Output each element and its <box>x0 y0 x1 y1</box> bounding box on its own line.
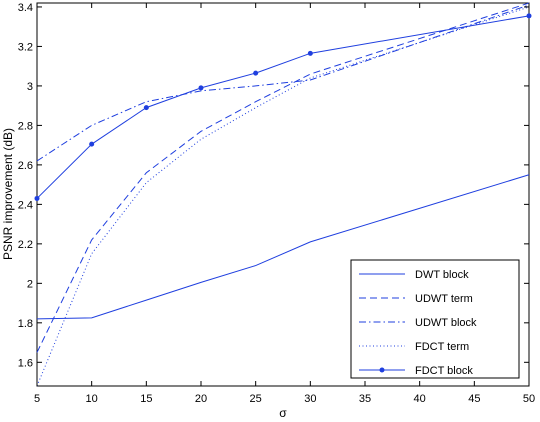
plot-area: 5 10 15 20 25 30 35 40 45 50 1.6 1.8 2 2.2 2.4 2.6 2.8 3 3… <box>18 2 535 405</box>
x-tick-label: 30 <box>304 393 316 405</box>
axis-ticks: 5 10 15 20 25 30 35 40 45 50 1.6 1.8 2 2.2 2.4 2.6 2.8 3 3… <box>18 2 535 405</box>
x-tick-label: 5 <box>34 393 40 405</box>
y-tick-label: 3.2 <box>18 41 33 53</box>
y-tick-label: 3.4 <box>18 2 33 14</box>
legend-label-udwt-term: UDWT term <box>415 293 473 305</box>
x-axis-label: σ <box>279 406 287 420</box>
y-tick-label: 1.6 <box>18 357 33 369</box>
data-point-fdct-block <box>526 13 532 19</box>
series-group <box>34 2 532 387</box>
data-point-fdct-block <box>34 195 40 201</box>
y-tick-label: 2.8 <box>18 120 33 132</box>
series-line-dwt-block <box>36 174 530 320</box>
data-point-fdct-block <box>89 141 95 147</box>
legend-marker-fdct-block <box>379 367 385 373</box>
y-tick-label: 1.8 <box>18 318 33 330</box>
series-line-udwt-block <box>36 4 530 162</box>
data-point-fdct-block <box>198 85 204 91</box>
y-tick-label: 2.6 <box>18 160 33 172</box>
x-tick-label: 15 <box>140 393 152 405</box>
data-point-fdct-block <box>253 70 259 76</box>
x-tick-label: 40 <box>414 393 426 405</box>
x-tick-label: 50 <box>523 393 535 405</box>
x-tick-label: 35 <box>359 393 371 405</box>
series-line-fdct-term <box>36 6 530 387</box>
y-axis-label: PSNR improvement (dB) <box>1 128 15 260</box>
legend: DWT block UDWT term UDWT block FDCT term FDC… <box>350 259 520 379</box>
legend-label-fdct-block: FDCT block <box>415 365 473 377</box>
legend-label-udwt-block: UDWT block <box>415 317 477 329</box>
x-tick-label: 10 <box>86 393 98 405</box>
x-tick-label: 20 <box>195 393 207 405</box>
y-tick-label: 2 <box>27 278 33 290</box>
y-tick-label: 2.2 <box>18 239 33 251</box>
legend-label-dwt-block: DWT block <box>415 269 469 281</box>
series-line-udwt-term <box>36 2 530 353</box>
x-tick-label: 25 <box>250 393 262 405</box>
legend-label-fdct-term: FDCT term <box>415 341 469 353</box>
y-tick-label: 3 <box>27 81 33 93</box>
data-point-fdct-block <box>143 105 149 111</box>
legend-box <box>350 259 520 379</box>
data-point-fdct-block <box>307 50 313 56</box>
x-tick-label: 45 <box>468 393 480 405</box>
y-tick-label: 2.4 <box>18 199 33 211</box>
